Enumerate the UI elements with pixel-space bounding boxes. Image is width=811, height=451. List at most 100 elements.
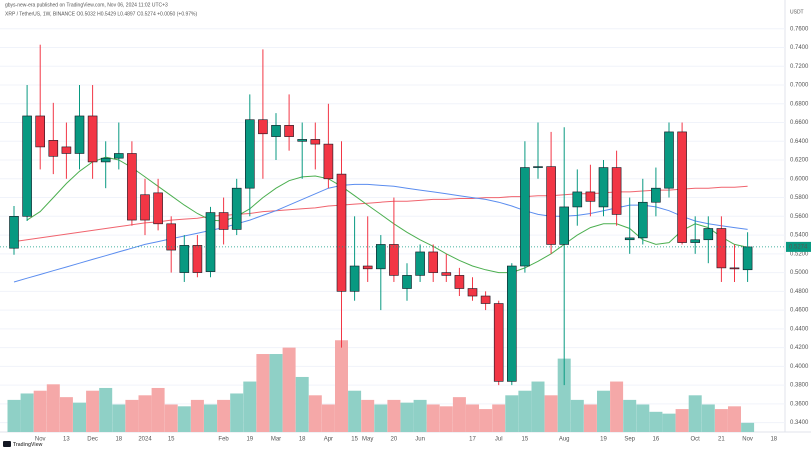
candle-body: [493, 303, 504, 382]
y-tick-label: 0.6000: [790, 176, 809, 182]
volume-bar: [466, 404, 479, 432]
x-tick-label: Sep: [624, 437, 635, 443]
candle-body: [349, 265, 360, 292]
y-tick-label: 0.6800: [790, 101, 809, 107]
volume-bar: [597, 390, 610, 432]
candle-body: [114, 153, 124, 159]
volume-bar: [439, 406, 453, 432]
candle-body: [336, 173, 347, 292]
x-tick-label: 20: [391, 437, 398, 443]
candle-body: [153, 192, 163, 225]
x-tick-label: 15: [168, 437, 175, 443]
volume-bar: [230, 393, 244, 432]
candle-body: [258, 119, 268, 135]
volume-bar: [426, 404, 440, 432]
candle-body: [35, 115, 46, 148]
x-tick-label: 18: [299, 437, 306, 443]
candle-body: [664, 131, 674, 189]
volume-bar: [675, 409, 689, 432]
volume-bar: [99, 387, 113, 432]
candle-body: [480, 295, 491, 304]
x-tick-label: 13: [63, 437, 70, 443]
x-tick-label: May: [362, 437, 373, 443]
candle-body: [572, 191, 583, 208]
y-tick-label: 0.3800: [790, 383, 809, 389]
x-tick-label: 19: [600, 437, 607, 443]
volume-bar: [505, 395, 519, 432]
volume-bar: [151, 387, 165, 432]
volume-bar: [492, 404, 506, 432]
candle-body: [729, 267, 740, 270]
candle-body: [546, 166, 556, 245]
y-tick-label: 0.3600: [790, 401, 809, 407]
candle-body: [323, 143, 334, 180]
volume-bar: [361, 399, 375, 432]
candle-body: [310, 139, 321, 145]
candle-body: [415, 251, 425, 276]
volume-bar: [190, 399, 204, 432]
candle-body: [520, 167, 530, 267]
candle-body: [74, 115, 85, 154]
volume-bar: [112, 404, 126, 432]
x-tick-label: 17: [469, 437, 476, 443]
volume-bar: [714, 409, 728, 432]
candles: [9, 44, 753, 386]
candle-body: [179, 245, 190, 273]
currency: USDT: [790, 9, 804, 15]
candle-body: [585, 191, 596, 202]
x-tick-label: Apr: [324, 437, 333, 443]
y-tick-label: 0.7200: [790, 64, 809, 70]
candle-body: [284, 125, 294, 137]
y-tick-label: 0.4400: [790, 326, 809, 332]
volume-bar: [86, 390, 100, 432]
candle-body: [690, 239, 701, 243]
candle-body: [742, 246, 753, 271]
y-tick-label: 0.4200: [790, 345, 809, 351]
candle-body: [362, 265, 373, 270]
volume-bar: [636, 404, 650, 432]
volume-bar: [544, 395, 558, 432]
volume-bar: [531, 381, 545, 432]
volume-bar: [217, 399, 231, 432]
candle-body: [87, 115, 98, 163]
volume-bar: [282, 347, 296, 432]
volume-bar: [688, 395, 702, 432]
volume-bar: [46, 384, 60, 432]
x-tick-label: Jun: [415, 437, 425, 443]
volume-bar: [59, 397, 73, 432]
candle-body: [651, 187, 661, 203]
x-tick-label: Mar: [271, 437, 281, 443]
x-tick-label: 15: [522, 437, 529, 443]
candle-body: [245, 119, 255, 189]
y-tick-label: 0.5600: [790, 214, 809, 220]
x-tick-label: Nov: [742, 437, 753, 443]
x-tick-label: Dec: [87, 437, 98, 443]
candle-body: [703, 228, 714, 241]
y-tick-label: 0.5400: [790, 233, 809, 239]
moving-average-line: [26, 156, 748, 274]
x-tick-label: Aug: [559, 437, 570, 443]
candle-body: [100, 157, 111, 163]
volume-bar: [452, 397, 466, 432]
x-tick-label: 16: [653, 437, 660, 443]
volume-bar: [321, 404, 335, 432]
candle-body: [598, 167, 609, 208]
brand: TradingView: [13, 442, 42, 448]
candle-body: [192, 245, 203, 273]
candle-body: [218, 212, 229, 230]
x-tick-label: 18: [115, 437, 122, 443]
last-price-tag: [786, 241, 811, 252]
volume: [7, 340, 755, 432]
y-tick-label: 0.4800: [790, 289, 809, 295]
y-tick-label: 0.5000: [790, 270, 809, 276]
candle-body: [127, 153, 137, 221]
candle-body: [454, 275, 465, 289]
candle-body: [467, 288, 478, 297]
volume-bar: [335, 340, 348, 432]
candle-body: [506, 265, 517, 382]
x-tick-label: Nov: [35, 437, 46, 443]
x-tick-label: 15: [351, 437, 358, 443]
candle-body: [533, 166, 543, 168]
candle-body: [205, 212, 216, 272]
